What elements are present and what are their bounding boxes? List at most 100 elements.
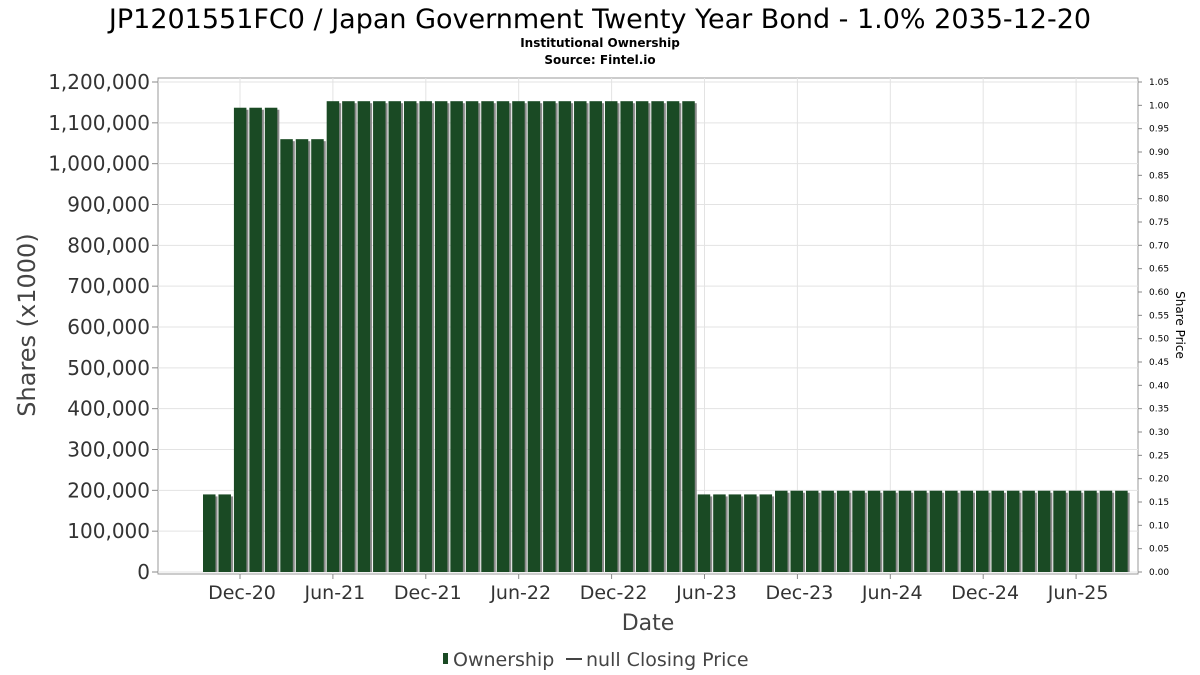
y-tick-label: 700,000 — [67, 274, 150, 298]
y2-tick-label: 0.70 — [1149, 241, 1169, 251]
bar-ownership — [574, 101, 587, 573]
y2-tick-label: 0.50 — [1149, 335, 1169, 345]
bar-ownership — [1099, 490, 1113, 572]
x-tick-label: Dec-24 — [951, 582, 1019, 604]
bar-ownership — [543, 101, 556, 573]
legend-ownership-swatch — [443, 653, 448, 664]
bar-ownership — [682, 101, 695, 573]
y-tick-label: 1,000,000 — [48, 152, 150, 176]
bar-ownership — [280, 139, 293, 572]
y2-axis-label: Share Price — [1173, 291, 1187, 359]
bar-ownership — [852, 490, 865, 572]
y-tick-label: 100,000 — [67, 519, 150, 543]
bar-ownership — [311, 139, 324, 572]
y2-tick-label: 0.05 — [1149, 545, 1169, 555]
x-tick-label: Jun-24 — [861, 582, 923, 604]
x-tick-label: Jun-25 — [1047, 582, 1109, 604]
y2-tick-label: 0.90 — [1149, 148, 1169, 158]
y-tick-label: 600,000 — [67, 315, 150, 339]
bar-ownership — [249, 107, 262, 572]
bar-ownership — [1037, 490, 1051, 572]
y2-tick-label: 1.05 — [1149, 78, 1169, 88]
y-axis-ticks: 0 100,000 200,000 300,000 400,000 500,000 600,… — [48, 70, 158, 584]
bar-ownership — [898, 490, 912, 572]
y-tick-label: 1,200,000 — [48, 70, 150, 94]
y2-tick-label: 0.95 — [1149, 125, 1169, 135]
bar-ownership — [821, 490, 834, 572]
bar-ownership — [867, 490, 881, 572]
bar-ownership — [805, 490, 819, 572]
bar-ownership — [388, 101, 402, 573]
y2-tick-label: 0.30 — [1149, 428, 1169, 438]
x-axis-label: Date — [622, 611, 675, 636]
bar-ownership — [1022, 490, 1035, 572]
y-tick-label: 1,100,000 — [48, 111, 150, 135]
bar-ownership — [218, 494, 231, 572]
bar-ownership — [635, 101, 649, 573]
bar-ownership — [295, 139, 309, 572]
bar-ownership — [481, 101, 494, 573]
x-tick-label: Dec-23 — [765, 582, 833, 604]
bar-ownership — [450, 101, 463, 573]
bar-ownership — [728, 494, 742, 572]
bar-ownership — [342, 101, 355, 573]
y-tick-label: 200,000 — [67, 478, 150, 502]
x-axis-ticks: Dec-20 Jun-21 Dec-21 Jun-22 Dec-22 Jun-23 Dec-… — [208, 574, 1108, 604]
bar-ownership — [666, 101, 680, 573]
legend-ownership-label: Ownership — [453, 649, 554, 671]
bar-ownership — [713, 494, 726, 572]
y2-tick-label: 0.80 — [1149, 195, 1169, 205]
y-tick-label: 500,000 — [67, 356, 150, 380]
y2-tick-label: 0.60 — [1149, 288, 1169, 298]
bar-ownership — [929, 490, 943, 572]
bar-ownership — [419, 101, 432, 573]
bar-ownership — [651, 101, 664, 573]
bar-ownership — [1053, 490, 1066, 572]
bar-ownership — [759, 494, 773, 572]
bar-ownership — [836, 490, 850, 572]
bar-ownership — [589, 101, 602, 573]
bar-ownership — [1068, 490, 1082, 572]
bar-ownership — [326, 101, 340, 573]
bar-ownership — [203, 494, 216, 572]
legend: Ownership null Closing Price — [443, 649, 749, 671]
bar-ownership — [496, 101, 510, 573]
x-tick-label: Jun-21 — [304, 582, 366, 604]
bar-ownership — [914, 490, 927, 572]
y2-tick-label: 0.15 — [1149, 498, 1169, 508]
y-tick-label: 900,000 — [67, 193, 150, 217]
bar-ownership — [775, 490, 788, 572]
bar-series-ownership — [203, 101, 1130, 573]
y2-tick-label: 0.45 — [1149, 358, 1169, 368]
y2-tick-label: 0.75 — [1149, 218, 1169, 228]
bar-ownership — [620, 101, 633, 573]
x-tick-label: Dec-22 — [580, 582, 648, 604]
bar-ownership — [558, 101, 572, 573]
y-axis-label: Shares (x1000) — [13, 233, 41, 416]
bar-ownership — [945, 490, 958, 572]
bar-ownership — [512, 101, 525, 573]
bar-ownership — [1006, 490, 1020, 572]
y2-tick-label: 0.25 — [1149, 451, 1169, 461]
y2-tick-label: 0.85 — [1149, 171, 1169, 181]
y2-tick-label: 0.55 — [1149, 311, 1169, 321]
y-tick-label: 0 — [137, 560, 150, 584]
y2-tick-label: 0.10 — [1149, 521, 1169, 531]
bar-ownership — [264, 107, 278, 572]
bar-ownership — [527, 101, 541, 573]
bar-ownership — [960, 490, 974, 572]
y2-tick-label: 0.65 — [1149, 265, 1169, 275]
bar-ownership — [604, 101, 618, 573]
bar-ownership — [883, 490, 896, 572]
bar-ownership — [976, 490, 989, 572]
x-tick-label: Dec-20 — [208, 582, 276, 604]
chart-subtitle-source: Source: Fintel.io — [544, 53, 655, 67]
bar-ownership — [373, 101, 386, 573]
bar-ownership — [357, 101, 371, 573]
chart-subtitle-ownership: Institutional Ownership — [520, 36, 680, 50]
bar-ownership — [434, 101, 448, 573]
bar-ownership — [991, 490, 1004, 572]
x-tick-label: Dec-21 — [394, 582, 462, 604]
bar-ownership — [697, 494, 711, 572]
y-tick-label: 400,000 — [67, 397, 150, 421]
